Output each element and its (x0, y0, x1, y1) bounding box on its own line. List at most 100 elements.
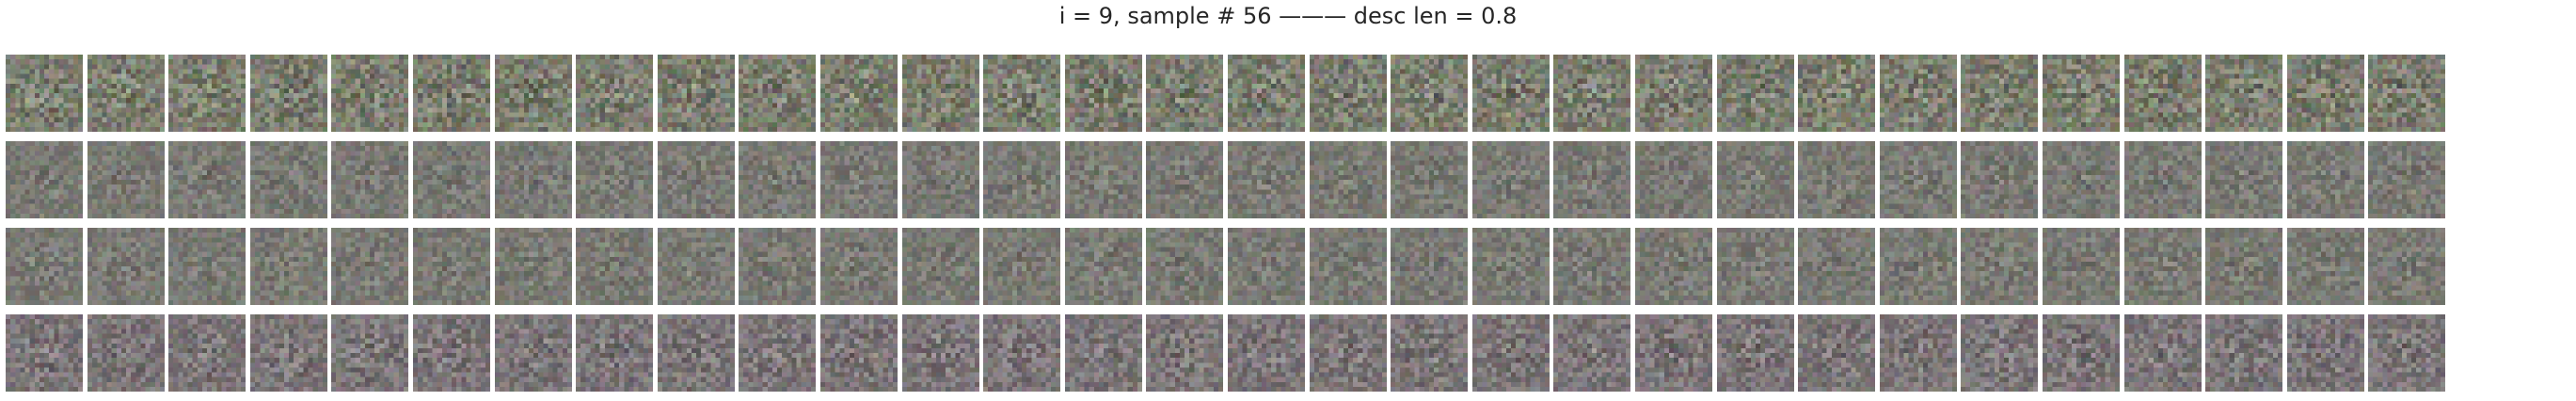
sample-image-tile (576, 55, 654, 132)
sample-image-tile (820, 314, 898, 392)
sample-image-tile (2368, 228, 2446, 305)
sample-image-tile (168, 141, 246, 218)
sample-image-tile (249, 314, 327, 392)
sample-image-tile (657, 55, 735, 132)
sample-image-tile (494, 314, 572, 392)
sample-image-tile (901, 228, 979, 305)
sample-image-tile (820, 55, 898, 132)
sample-image-tile (1064, 55, 1142, 132)
sample-image-tile (2286, 314, 2364, 392)
sample-image-tile (331, 314, 409, 392)
sample-image-tile (1798, 141, 1876, 218)
sample-image-tile (2286, 141, 2364, 218)
sample-image-tile (983, 314, 1061, 392)
sample-image-tile (1961, 228, 2039, 305)
sample-image-tile (739, 141, 817, 218)
sample-image-tile (331, 141, 409, 218)
sample-image-tile (901, 55, 979, 132)
sample-image-tile (820, 141, 898, 218)
sample-image-tile (1391, 314, 1469, 392)
sample-image-tile (1471, 228, 1550, 305)
sample-image-tile (1716, 55, 1794, 132)
sample-image-tile (739, 228, 817, 305)
sample-image-tile (2368, 141, 2446, 218)
sample-image-tile (1553, 314, 1631, 392)
sample-image-tile (2368, 55, 2446, 132)
figure-title: i = 9, sample # 56 ——— desc len = 0.8 (1058, 3, 1518, 29)
sample-image-tile (2205, 141, 2283, 218)
sample-image-tile (494, 141, 572, 218)
sample-image-tile (1064, 141, 1142, 218)
sample-image-tile (1228, 228, 1305, 305)
sample-image-tile (1391, 228, 1469, 305)
sample-image-tile (331, 228, 409, 305)
sample-image-tile (1146, 141, 1224, 218)
sample-image-tile (983, 228, 1061, 305)
sample-image-tile (1798, 314, 1876, 392)
image-grid (6, 55, 2572, 393)
sample-image-tile (576, 141, 654, 218)
sample-image-tile (2043, 55, 2120, 132)
sample-image-tile (168, 228, 246, 305)
sample-image-tile (2123, 314, 2202, 392)
sample-image-tile (168, 314, 246, 392)
sample-image-tile (2043, 228, 2120, 305)
sample-image-tile (657, 141, 735, 218)
sample-image-tile (413, 55, 490, 132)
sample-image-tile (1879, 314, 1957, 392)
sample-image-tile (2123, 141, 2202, 218)
sample-image-tile (1553, 228, 1631, 305)
sample-image-tile (1228, 55, 1305, 132)
sample-image-tile (576, 228, 654, 305)
sample-image-tile (1961, 314, 2039, 392)
sample-image-tile (1146, 55, 1224, 132)
sample-image-tile (494, 228, 572, 305)
sample-image-tile (1391, 141, 1469, 218)
sample-image-tile (1553, 141, 1631, 218)
sample-image-tile (1879, 55, 1957, 132)
sample-image-tile (1471, 314, 1550, 392)
sample-image-tile (901, 141, 979, 218)
sample-image-tile (983, 141, 1061, 218)
sample-image-tile (6, 228, 83, 305)
sample-image-tile (1146, 228, 1224, 305)
sample-image-tile (1309, 55, 1387, 132)
sample-image-tile (1309, 141, 1387, 218)
sample-image-tile (2123, 228, 2202, 305)
sample-image-tile (1309, 314, 1387, 392)
sample-image-tile (1471, 55, 1550, 132)
sample-image-tile (2286, 228, 2364, 305)
sample-image-tile (1635, 314, 1712, 392)
sample-image-tile (2368, 314, 2446, 392)
sample-image-tile (413, 228, 490, 305)
sample-image-tile (168, 55, 246, 132)
sample-image-tile (2286, 55, 2364, 132)
sample-image-tile (1879, 228, 1957, 305)
sample-image-tile (2043, 141, 2120, 218)
sample-image-tile (657, 314, 735, 392)
sample-image-tile (249, 228, 327, 305)
sample-image-tile (1064, 314, 1142, 392)
sample-image-tile (901, 314, 979, 392)
sample-image-tile (249, 55, 327, 132)
sample-image-tile (1961, 55, 2039, 132)
sample-image-tile (2205, 314, 2283, 392)
sample-image-tile (87, 314, 165, 392)
sample-image-tile (739, 55, 817, 132)
sample-image-tile (2043, 314, 2120, 392)
sample-image-tile (6, 314, 83, 392)
sample-image-tile (1716, 228, 1794, 305)
sample-image-tile (6, 55, 83, 132)
sample-image-tile (413, 314, 490, 392)
sample-image-tile (249, 141, 327, 218)
sample-image-tile (1716, 314, 1794, 392)
sample-image-tile (1635, 228, 1712, 305)
sample-image-tile (820, 228, 898, 305)
sample-image-tile (1635, 141, 1712, 218)
sample-image-tile (1064, 228, 1142, 305)
sample-image-tile (1146, 314, 1224, 392)
sample-image-tile (1716, 141, 1794, 218)
sample-image-tile (2123, 55, 2202, 132)
sample-image-tile (2205, 228, 2283, 305)
sample-image-tile (1471, 141, 1550, 218)
